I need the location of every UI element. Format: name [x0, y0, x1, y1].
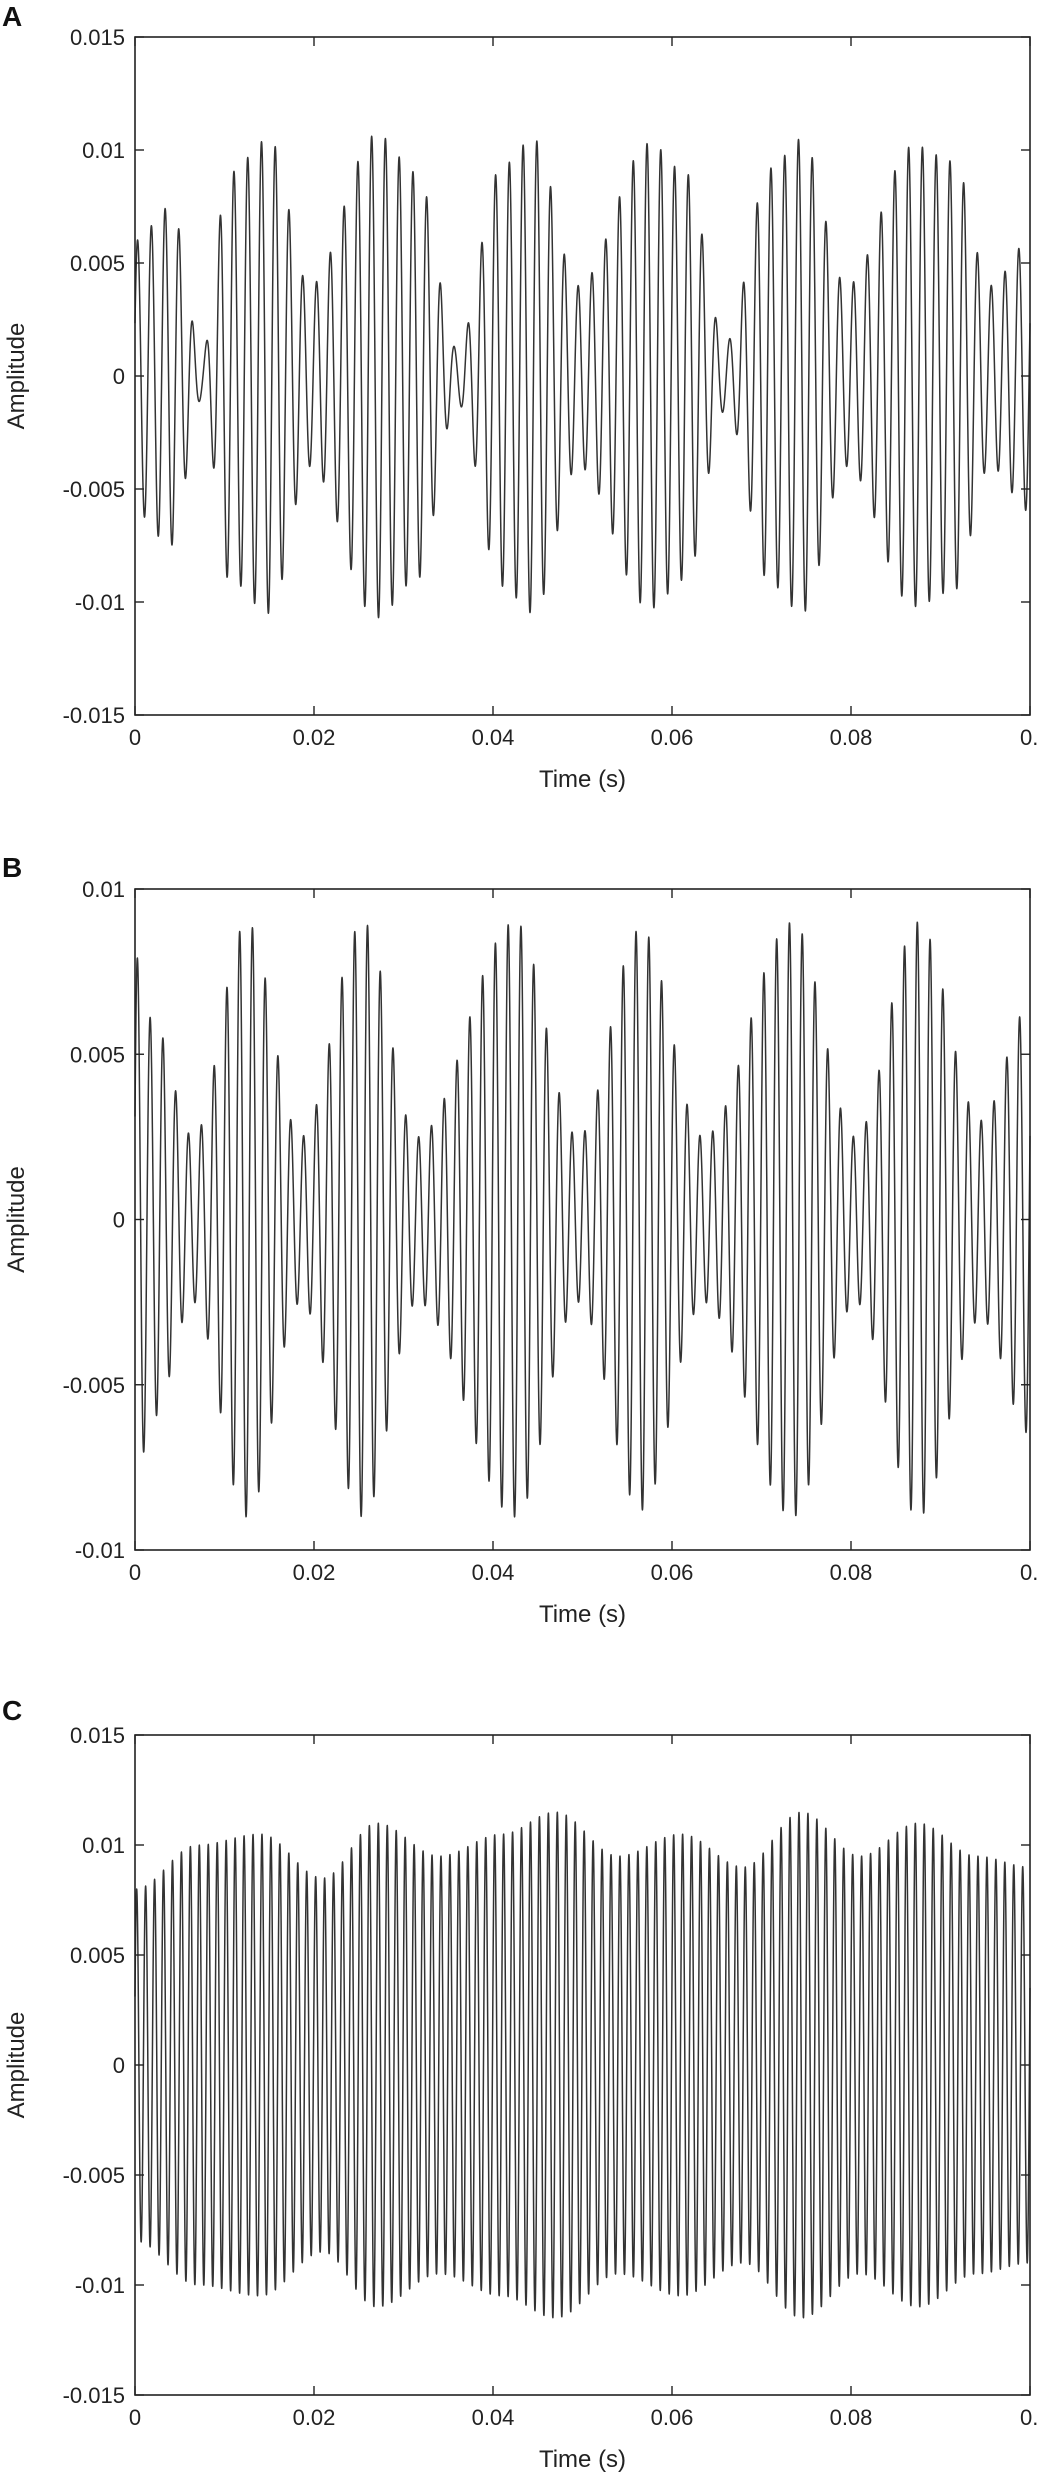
y-tick-label: 0.005 — [70, 1042, 125, 1067]
x-tick-label: 0.06 — [651, 2405, 694, 2430]
y-tick-label: -0.005 — [63, 1373, 125, 1398]
x-axis-label: Time (s) — [539, 1601, 626, 1628]
series-line — [134, 921, 1031, 1518]
x-axis-label: Time (s) — [539, 766, 626, 793]
y-tick-label: -0.015 — [63, 2383, 125, 2408]
x-tick-label: 0.08 — [830, 725, 873, 750]
x-tick-label: 0.08 — [830, 1560, 873, 1585]
panel-letter: C — [2, 1695, 22, 1726]
x-tick-label: 0.08 — [830, 2405, 873, 2430]
x-tick-label: 0.02 — [293, 1560, 336, 1585]
y-tick-label: 0.01 — [82, 1833, 125, 1858]
y-tick-label: 0 — [113, 1208, 125, 1233]
y-tick-label: -0.01 — [75, 2273, 125, 2298]
series-line — [134, 135, 1031, 619]
y-tick-label: 0.015 — [70, 25, 125, 50]
panel-letter: A — [2, 1, 22, 32]
y-tick-label: 0.015 — [70, 1723, 125, 1748]
x-tick-label: 0.02 — [293, 2405, 336, 2430]
y-tick-label: -0.01 — [75, 590, 125, 615]
y-tick-label: 0 — [113, 364, 125, 389]
x-tick-label: 0 — [129, 1560, 141, 1585]
y-axis-label: Amplitude — [3, 1166, 30, 1273]
y-axis-label: Amplitude — [3, 2012, 30, 2119]
x-tick-label: 0 — [129, 725, 141, 750]
y-tick-label: 0 — [113, 2053, 125, 2078]
x-tick-label: 0.1 — [1020, 725, 1039, 750]
panel-letter: B — [2, 852, 22, 883]
x-tick-label: 0.1 — [1020, 2405, 1039, 2430]
y-tick-label: 0.005 — [70, 251, 125, 276]
y-tick-label: 0.01 — [82, 138, 125, 163]
panel-b: B 0 0.02 0.04 0.06 0.08 0.1 -0.01 -0.005 0 0.005 0.… — [2, 852, 1039, 1628]
y-tick-label: -0.01 — [75, 1538, 125, 1563]
x-tick-label: 0.02 — [293, 725, 336, 750]
x-tick-label: 0.1 — [1020, 1560, 1039, 1585]
x-tick-label: 0.06 — [651, 725, 694, 750]
y-tick-label: -0.005 — [63, 2163, 125, 2188]
x-tick-label: 0.04 — [472, 1560, 515, 1585]
series-line — [134, 1811, 1031, 2319]
y-tick-label: -0.005 — [63, 477, 125, 502]
x-tick-label: 0.04 — [472, 2405, 515, 2430]
y-tick-label: -0.015 — [63, 703, 125, 728]
y-axis-label: Amplitude — [3, 323, 30, 430]
plot-frame — [134, 888, 1031, 1551]
panel-c: C 0 0.02 0.04 0.06 0.08 0.1 -0.015 -0.01 -0.005 0 0… — [2, 1695, 1039, 2473]
x-tick-label: 0 — [129, 2405, 141, 2430]
x-tick-label: 0.04 — [472, 725, 515, 750]
y-tick-label: 0.01 — [82, 877, 125, 902]
x-tick-label: 0.06 — [651, 1560, 694, 1585]
panel-a: A 0 0.02 0.04 0.06 0.08 0.1 -0.015 -0.01 -0.005 0 0… — [2, 1, 1039, 793]
y-tick-label: 0.005 — [70, 1943, 125, 1968]
plot-frame — [134, 36, 1031, 716]
x-axis-label: Time (s) — [539, 2446, 626, 2473]
